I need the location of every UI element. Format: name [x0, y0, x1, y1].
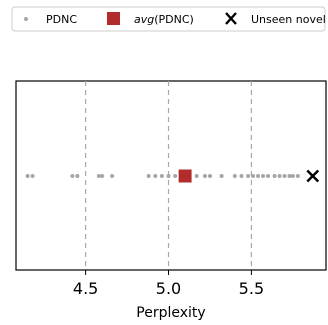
pdnc-point [246, 174, 251, 178]
pdnc-point [282, 174, 287, 178]
legend-frame [11, 6, 326, 32]
legend-marker-unseen [225, 12, 237, 25]
pdnc-point [25, 174, 30, 178]
pdnc-point [239, 174, 244, 178]
x-tick-label: 5.0 [156, 279, 181, 298]
legend: PDNC avg(PDNC) Unseen novel [11, 6, 326, 32]
data-marks [25, 169, 320, 183]
x-tick-label: 4.5 [73, 279, 98, 298]
pdnc-point [159, 174, 164, 178]
unseen-novel-stroke [306, 169, 320, 183]
pdnc-point [96, 174, 101, 178]
x-tick-label: 5.5 [239, 279, 264, 298]
legend-marker-avg [107, 12, 120, 25]
pdnc-point [173, 174, 178, 178]
pdnc-point [232, 174, 237, 178]
legend-marker-pdnc [24, 17, 28, 21]
pdnc-point [153, 174, 158, 178]
x-ticks: 4.5 5.0 5.5 [73, 270, 264, 298]
pdnc-point [202, 174, 207, 178]
pdnc-point [251, 174, 256, 178]
unseen-novel-point [306, 169, 320, 183]
legend-label-unseen: Unseen novel [251, 13, 326, 26]
pdnc-point [287, 174, 292, 178]
pdnc-point [30, 174, 35, 178]
pdnc-point [166, 174, 171, 178]
pdnc-point [194, 174, 199, 178]
plot-area: 4.5 5.0 5.5 [15, 80, 327, 298]
legend-label-avg-rest: (PDNC) [154, 13, 194, 26]
pdnc-point [70, 174, 75, 178]
legend-marker-unseen-stroke-b [225, 12, 237, 25]
legend-label-avg-italic: avg [134, 13, 154, 26]
pdnc-point [265, 174, 270, 178]
pdnc-point [290, 174, 295, 178]
pdnc-point [100, 174, 105, 178]
pdnc-point [146, 174, 151, 178]
pdnc-point [110, 174, 115, 178]
pdnc-point [256, 174, 261, 178]
pdnc-point [261, 174, 266, 178]
x-axis-label: Perplexity [136, 305, 205, 321]
pdnc-point [295, 174, 300, 178]
pdnc-point [219, 174, 224, 178]
pdnc-point [207, 174, 212, 178]
legend-label-pdnc: PDNC [46, 13, 77, 26]
pdnc-point [277, 174, 282, 178]
avg-pdnc-point [178, 169, 192, 183]
pdnc-point [75, 174, 80, 178]
plot-frame [15, 80, 327, 271]
pdnc-point [272, 174, 277, 178]
legend-label-avg: avg(PDNC) [134, 13, 194, 26]
